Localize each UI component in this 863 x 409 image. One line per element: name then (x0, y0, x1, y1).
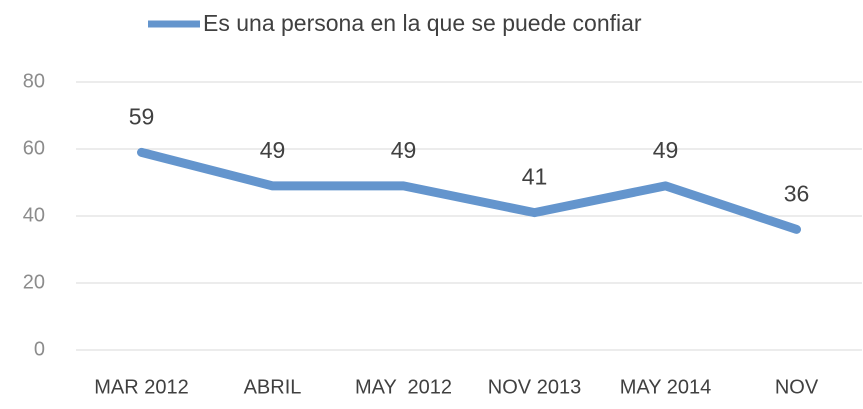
data-line (137, 147, 801, 234)
data-label: 59 (129, 103, 155, 129)
y-tick-label: 80 (23, 70, 45, 92)
y-tick-label: 40 (23, 204, 45, 226)
y-tick-label: 20 (23, 271, 45, 293)
data-label: 49 (391, 137, 417, 163)
x-tick-label: MAY 2014 (620, 376, 712, 398)
data-label: 41 (522, 164, 548, 190)
x-tick-label: MAY 2012 (355, 376, 452, 398)
x-tick-label: NOV (775, 376, 819, 398)
y-tick-label: 0 (34, 338, 45, 360)
x-tick-label: NOV 2013 (488, 376, 581, 398)
legend-label: Es una persona en la que se puede confia… (203, 10, 642, 36)
x-tick-label: ABRIL (244, 376, 302, 398)
data-label: 36 (784, 180, 810, 206)
data-label: 49 (653, 137, 679, 163)
x-tick-label: MAR 2012 (94, 376, 189, 398)
y-tick-label: 60 (23, 137, 45, 159)
data-label: 49 (260, 137, 286, 163)
